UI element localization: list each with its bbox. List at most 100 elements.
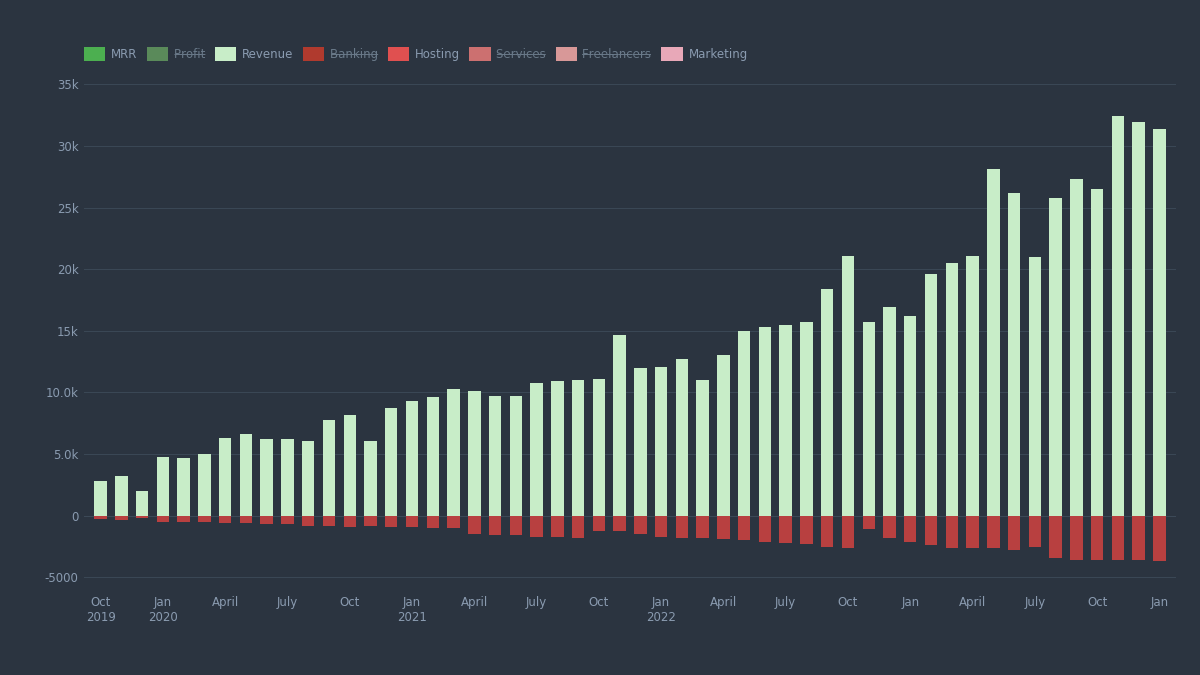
Bar xyxy=(136,491,149,516)
Bar xyxy=(157,456,169,516)
Bar xyxy=(530,383,542,516)
Bar xyxy=(634,516,647,534)
Bar xyxy=(841,516,854,548)
Bar xyxy=(1153,516,1165,562)
Bar xyxy=(593,516,605,531)
Bar xyxy=(1133,122,1145,516)
Bar xyxy=(718,516,730,539)
Bar xyxy=(655,367,667,516)
Bar xyxy=(136,516,149,518)
Bar xyxy=(488,396,502,516)
Bar xyxy=(1111,516,1124,560)
Bar xyxy=(883,516,895,538)
Bar xyxy=(95,481,107,516)
Bar xyxy=(302,441,314,516)
Bar xyxy=(925,516,937,545)
Bar xyxy=(426,516,439,528)
Bar xyxy=(157,516,169,522)
Bar xyxy=(1049,198,1062,516)
Bar xyxy=(1008,516,1020,550)
Bar xyxy=(281,439,294,516)
Bar xyxy=(198,454,211,516)
Bar xyxy=(946,516,958,548)
Bar xyxy=(758,516,772,541)
Bar xyxy=(218,438,232,516)
Bar xyxy=(676,359,688,516)
Bar xyxy=(613,516,626,531)
Bar xyxy=(260,439,272,516)
Bar xyxy=(904,516,917,541)
Bar xyxy=(510,516,522,535)
Bar xyxy=(281,516,294,524)
Bar xyxy=(448,389,460,516)
Legend: MRR, P̶r̶o̶f̶i̶t̶, Revenue, B̶a̶n̶k̶i̶n̶g̶, Hosting, S̶e̶r̶v̶i̶c̶e̶s̶, F̶r̶e̶e̶l: MRR, P̶r̶o̶f̶i̶t̶, Revenue, B̶a̶n̶k̶i̶n̶… xyxy=(84,47,748,61)
Bar xyxy=(260,516,272,524)
Bar xyxy=(988,516,1000,548)
Bar xyxy=(365,441,377,516)
Bar xyxy=(1111,116,1124,516)
Bar xyxy=(530,516,542,537)
Bar xyxy=(780,516,792,543)
Bar xyxy=(904,316,917,516)
Bar xyxy=(1091,516,1103,560)
Bar xyxy=(676,516,688,538)
Bar xyxy=(468,516,480,534)
Bar xyxy=(115,477,127,516)
Bar xyxy=(1049,516,1062,558)
Bar xyxy=(343,516,356,527)
Bar xyxy=(302,516,314,526)
Bar xyxy=(343,414,356,516)
Bar xyxy=(178,458,190,516)
Bar xyxy=(385,408,397,516)
Bar xyxy=(448,516,460,528)
Bar xyxy=(468,392,480,516)
Bar xyxy=(613,335,626,516)
Bar xyxy=(883,307,895,516)
Bar xyxy=(406,516,419,527)
Bar xyxy=(738,516,750,541)
Bar xyxy=(510,396,522,516)
Bar xyxy=(1028,516,1042,547)
Bar xyxy=(821,516,834,547)
Bar xyxy=(738,331,750,516)
Bar xyxy=(240,516,252,523)
Bar xyxy=(1153,129,1165,516)
Bar xyxy=(488,516,502,535)
Bar xyxy=(1008,193,1020,516)
Bar xyxy=(821,289,834,516)
Bar xyxy=(758,327,772,516)
Bar xyxy=(323,516,335,526)
Bar xyxy=(95,516,107,520)
Bar xyxy=(385,516,397,527)
Bar xyxy=(323,420,335,516)
Bar xyxy=(988,169,1000,516)
Bar xyxy=(1028,257,1042,516)
Bar xyxy=(1133,516,1145,560)
Bar xyxy=(1070,179,1082,516)
Bar xyxy=(572,380,584,516)
Bar xyxy=(966,256,979,516)
Bar xyxy=(218,516,232,523)
Bar xyxy=(178,516,190,522)
Bar xyxy=(365,516,377,526)
Bar xyxy=(1070,516,1082,560)
Bar xyxy=(800,516,812,544)
Bar xyxy=(240,435,252,516)
Bar xyxy=(655,516,667,537)
Bar xyxy=(572,516,584,538)
Bar xyxy=(198,516,211,522)
Bar xyxy=(696,516,709,538)
Bar xyxy=(780,325,792,516)
Bar xyxy=(115,516,127,520)
Bar xyxy=(966,516,979,548)
Bar xyxy=(1091,189,1103,516)
Bar xyxy=(863,322,875,516)
Bar xyxy=(800,322,812,516)
Bar xyxy=(718,356,730,516)
Bar xyxy=(593,379,605,516)
Bar xyxy=(406,401,419,516)
Bar xyxy=(696,380,709,516)
Bar xyxy=(551,381,564,516)
Bar xyxy=(946,263,958,516)
Bar xyxy=(634,368,647,516)
